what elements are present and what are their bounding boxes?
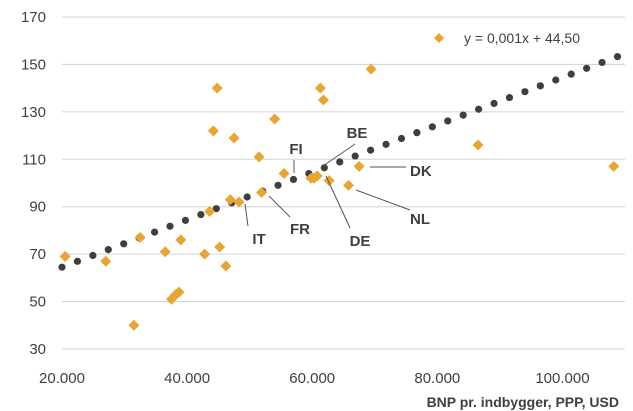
trendline-dot xyxy=(212,205,220,213)
trendline-dot xyxy=(397,134,406,143)
trendline-dot xyxy=(521,88,529,96)
annotation-leader-lines xyxy=(244,143,411,229)
data-point xyxy=(159,246,171,258)
data-point xyxy=(278,168,290,180)
trendline-dot xyxy=(428,123,436,131)
data-point xyxy=(365,63,377,75)
annotation-label: IT xyxy=(252,231,265,248)
trendline-dot xyxy=(413,129,421,137)
trendline-dot xyxy=(289,175,298,184)
data-point xyxy=(214,241,226,253)
data-point xyxy=(353,160,365,172)
trendline-dot xyxy=(104,246,112,254)
data-point xyxy=(608,160,620,172)
data-point xyxy=(253,151,265,163)
data-point xyxy=(211,82,223,94)
data-point xyxy=(472,139,484,151)
data-point xyxy=(173,286,185,298)
trendline-dot xyxy=(336,158,344,166)
trendline-dot xyxy=(166,222,174,230)
data-point xyxy=(100,255,112,267)
data-point xyxy=(220,260,232,272)
trendline-dot xyxy=(89,251,97,260)
trendline-dot xyxy=(274,181,282,189)
data-point xyxy=(204,205,216,217)
trendline-dot xyxy=(613,53,622,61)
y-tick-label: 90 xyxy=(29,199,46,216)
x-axis-tick-labels: 20.000 40.000 60.000 80.000 100.000 xyxy=(39,370,590,387)
data-point xyxy=(199,248,211,260)
annotation-label: DK xyxy=(410,163,432,180)
annotation-leader-line xyxy=(325,175,351,229)
y-tick-label: 30 xyxy=(29,341,46,358)
data-point xyxy=(224,194,236,206)
annotation-leader-line xyxy=(268,195,291,218)
y-tick-label: 50 xyxy=(29,294,46,311)
trendline-dot xyxy=(197,210,205,219)
data-point xyxy=(233,196,245,208)
data-points xyxy=(59,63,620,331)
trendline-dot xyxy=(150,228,159,236)
annotation-leader-line xyxy=(322,143,356,167)
data-point xyxy=(317,94,329,106)
trendline-dot xyxy=(475,105,483,113)
x-tick-label: 20.000 xyxy=(39,370,85,387)
trendline-dot xyxy=(552,76,560,84)
x-tick-label: 100.000 xyxy=(535,370,589,387)
annotation-label: NL xyxy=(410,211,430,228)
data-point xyxy=(228,132,240,144)
annotation-label: BE xyxy=(347,125,368,142)
trendline-dot xyxy=(505,93,514,102)
data-point xyxy=(314,82,326,94)
legend-marker xyxy=(434,33,444,43)
data-point xyxy=(269,113,281,125)
annotation-label: FR xyxy=(290,221,310,238)
trendline-dot xyxy=(444,117,452,125)
trendline-dot xyxy=(583,64,591,72)
trendline-dot xyxy=(320,164,328,172)
trendline-dot xyxy=(243,193,251,201)
trendline-dot xyxy=(567,70,575,78)
legend: y = 0,001x + 44,50 xyxy=(434,30,580,46)
trendline-dot xyxy=(490,99,498,107)
trendline-dot xyxy=(73,257,82,265)
annotation-labels: BE FI DK NL DE FR IT xyxy=(252,125,432,250)
trendline-dot xyxy=(120,240,128,248)
y-tick-label: 150 xyxy=(21,56,46,73)
data-point xyxy=(323,175,335,187)
trendline-dot xyxy=(598,58,606,67)
annotation-leader-line xyxy=(355,189,411,211)
data-point xyxy=(311,170,323,182)
y-tick-label: 110 xyxy=(22,151,46,168)
trendline-dot xyxy=(351,152,359,160)
trendline-dot xyxy=(382,140,390,148)
trendline-dot xyxy=(459,111,467,119)
trendline-dot xyxy=(58,263,66,271)
y-tick-label: 130 xyxy=(21,104,46,121)
y-axis-tick-labels: 30 50 70 90 110 130 150 170 xyxy=(21,9,46,358)
annotation-leader-line xyxy=(244,203,249,227)
x-tick-label: 60.000 xyxy=(289,370,335,387)
data-point xyxy=(207,125,219,137)
y-tick-label: 170 xyxy=(21,9,46,26)
trendline-dot xyxy=(536,82,544,90)
data-point xyxy=(128,319,140,331)
trendline-dot xyxy=(367,146,375,154)
x-tick-label: 80.000 xyxy=(414,370,460,387)
legend-label: y = 0,001x + 44,50 xyxy=(464,30,580,46)
data-point xyxy=(343,179,355,191)
data-point xyxy=(59,251,71,263)
data-point xyxy=(134,232,146,244)
data-point xyxy=(175,234,187,246)
trendline xyxy=(58,53,622,271)
data-point xyxy=(256,186,268,198)
y-tick-label: 70 xyxy=(29,246,46,263)
x-tick-label: 40.000 xyxy=(164,370,210,387)
annotation-label: DE xyxy=(350,233,371,250)
grid-lines xyxy=(62,16,625,350)
x-axis-title: BNP pr. indbygger, PPP, USD xyxy=(427,394,619,410)
annotation-label: FI xyxy=(289,141,302,158)
trendline-dot xyxy=(181,216,190,224)
